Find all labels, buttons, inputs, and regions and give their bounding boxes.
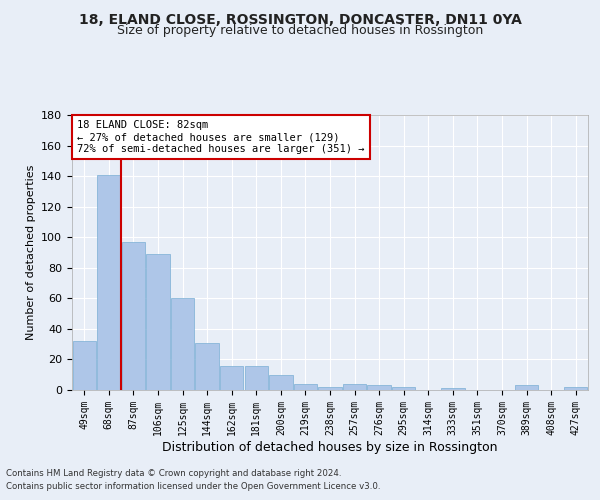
Text: 18, ELAND CLOSE, ROSSINGTON, DONCASTER, DN11 0YA: 18, ELAND CLOSE, ROSSINGTON, DONCASTER, … [79, 12, 521, 26]
Bar [294, 384, 317, 390]
Bar [171, 298, 194, 390]
Bar [146, 254, 170, 390]
Text: Contains HM Land Registry data © Crown copyright and database right 2024.: Contains HM Land Registry data © Crown c… [6, 468, 341, 477]
Bar [392, 387, 415, 390]
Bar [515, 386, 538, 390]
Bar [343, 384, 366, 390]
Bar [245, 366, 268, 390]
Bar [73, 341, 96, 390]
Bar [220, 366, 244, 390]
Bar [122, 242, 145, 390]
X-axis label: Distribution of detached houses by size in Rossington: Distribution of detached houses by size … [162, 440, 498, 454]
Bar [367, 386, 391, 390]
Bar [564, 387, 587, 390]
Text: Contains public sector information licensed under the Open Government Licence v3: Contains public sector information licen… [6, 482, 380, 491]
Y-axis label: Number of detached properties: Number of detached properties [26, 165, 35, 340]
Bar [196, 342, 219, 390]
Bar [319, 387, 341, 390]
Bar [441, 388, 464, 390]
Bar [97, 174, 121, 390]
Text: Size of property relative to detached houses in Rossington: Size of property relative to detached ho… [117, 24, 483, 37]
Text: 18 ELAND CLOSE: 82sqm
← 27% of detached houses are smaller (129)
72% of semi-det: 18 ELAND CLOSE: 82sqm ← 27% of detached … [77, 120, 365, 154]
Bar [269, 374, 293, 390]
